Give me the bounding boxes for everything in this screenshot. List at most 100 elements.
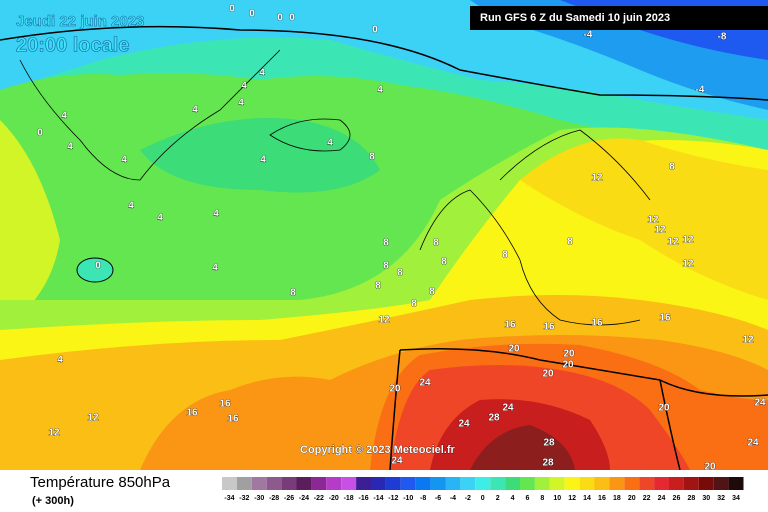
- colorbar-label: 0: [481, 495, 485, 502]
- colorbar-swatch: [326, 477, 342, 490]
- colorbar-label: -18: [344, 495, 354, 502]
- contour-label: 24: [419, 378, 431, 389]
- contour-label: 20: [508, 344, 520, 355]
- colorbar-swatch: [505, 477, 520, 490]
- contour-label: 12: [87, 413, 99, 424]
- contour-label: 24: [458, 419, 470, 430]
- contour-label: 0: [37, 128, 43, 139]
- contour-label: 4: [61, 111, 67, 122]
- colorbar-swatch: [594, 477, 610, 490]
- contour-label: 24: [502, 403, 514, 414]
- colorbar-label: 34: [732, 495, 740, 502]
- contour-label: 4: [67, 142, 73, 153]
- contour-label: 12: [647, 215, 659, 226]
- colorbar-label: 24: [658, 495, 666, 502]
- colorbar-swatch: [385, 477, 401, 490]
- contour-label: 8: [397, 268, 403, 279]
- colorbar-swatch: [222, 477, 237, 490]
- contour-label: 4: [377, 85, 383, 96]
- contour-label: 8: [433, 238, 439, 249]
- contour-label: 4: [327, 138, 333, 149]
- colorbar-label: -26: [284, 495, 294, 502]
- run-info: Run GFS 6 Z du Samedi 10 juin 2023: [480, 12, 670, 24]
- colorbar-swatch: [549, 477, 565, 490]
- contour-label: 8: [411, 299, 417, 310]
- contour-label: 16: [227, 414, 239, 425]
- colorbar-swatch: [683, 477, 699, 490]
- contour-label: 4: [192, 105, 198, 116]
- legend-title: Température 850hPa: [30, 474, 171, 491]
- run-banner: [470, 6, 768, 30]
- colorbar-swatch: [654, 477, 669, 490]
- contour-label: 4: [241, 81, 247, 92]
- contour-label: 8: [369, 152, 375, 163]
- colorbar-label: 32: [717, 495, 725, 502]
- contour-label: 4: [213, 209, 219, 220]
- contour-label: 8: [567, 237, 573, 248]
- contour-label: 0: [289, 13, 295, 24]
- colorbar-label: -16: [358, 495, 368, 502]
- contour-label: 12: [591, 173, 603, 184]
- contour-label: 28: [543, 438, 555, 449]
- borders: [0, 25, 768, 471]
- colorbar-swatch: [281, 477, 297, 490]
- colorbar-label: -10: [403, 495, 413, 502]
- contour-label: 8: [429, 287, 435, 298]
- contour-label: 20: [704, 462, 716, 473]
- contour-label: 28: [542, 458, 554, 469]
- contour-label: 24: [391, 456, 403, 467]
- contour-label: 20: [542, 369, 554, 380]
- contour-label: 16: [186, 408, 198, 419]
- colorbar-label: -20: [329, 495, 339, 502]
- colorbar-swatch: [579, 477, 595, 490]
- contour-label: 20: [658, 403, 670, 414]
- contour-label: 8: [502, 250, 508, 261]
- contour-label: 0: [229, 4, 235, 15]
- colorbar-label: -22: [314, 495, 324, 502]
- colorbar-label: -30: [254, 495, 264, 502]
- contour-label: 12: [48, 428, 60, 439]
- contour-label: 8: [375, 281, 381, 292]
- colorbar-label: 8: [540, 495, 544, 502]
- contour-label: 16: [504, 320, 516, 331]
- map-time: 20:00 locale: [16, 34, 129, 56]
- contour-label: 16: [543, 322, 555, 333]
- contour-label: 4: [259, 68, 265, 79]
- colorbar-swatch: [698, 477, 714, 490]
- colorbar-swatch: [669, 477, 684, 490]
- colorbar-swatch: [236, 477, 252, 490]
- colorbar-swatch: [371, 477, 386, 490]
- colorbar-swatch: [460, 477, 476, 490]
- contour-label: 4: [157, 213, 163, 224]
- colorbar-label: 6: [525, 495, 529, 502]
- contour-label: 20: [562, 360, 574, 371]
- contour-label: 0: [95, 261, 101, 272]
- colorbar-swatch: [251, 477, 267, 490]
- colorbar-swatch: [520, 477, 535, 490]
- contour-label: 16: [591, 318, 603, 329]
- contour-label: 12: [667, 237, 679, 248]
- colorbar-label: -4: [450, 495, 456, 502]
- colorbar-label: -24: [299, 495, 309, 502]
- colorbar-label: 26: [673, 495, 681, 502]
- colorbar-swatch: [430, 477, 446, 490]
- contour-label: 24: [747, 438, 759, 449]
- contour-label: 12: [378, 315, 390, 326]
- contour-label: 4: [212, 263, 218, 274]
- colorbar: -34 -32 -30 -28 -26 -24 -22 -20 -18 -16 -14 -12 -10-…: [222, 477, 744, 502]
- colorbar-label: 14: [583, 495, 591, 502]
- colorbar-swatch: [415, 477, 431, 490]
- colorbar-label: 4: [511, 495, 515, 502]
- colorbar-label: -14: [373, 495, 383, 502]
- contour-label: 28: [488, 413, 500, 424]
- colorbar-label: 28: [687, 495, 695, 502]
- contour-label: -8: [718, 32, 727, 43]
- colorbar-label: 16: [598, 495, 606, 502]
- colorbar-swatch: [534, 477, 550, 490]
- contour-label: 8: [290, 288, 296, 299]
- temperature-field: [0, 0, 768, 470]
- colorbar-label: 2: [496, 495, 500, 502]
- contour-label: 8: [669, 162, 675, 173]
